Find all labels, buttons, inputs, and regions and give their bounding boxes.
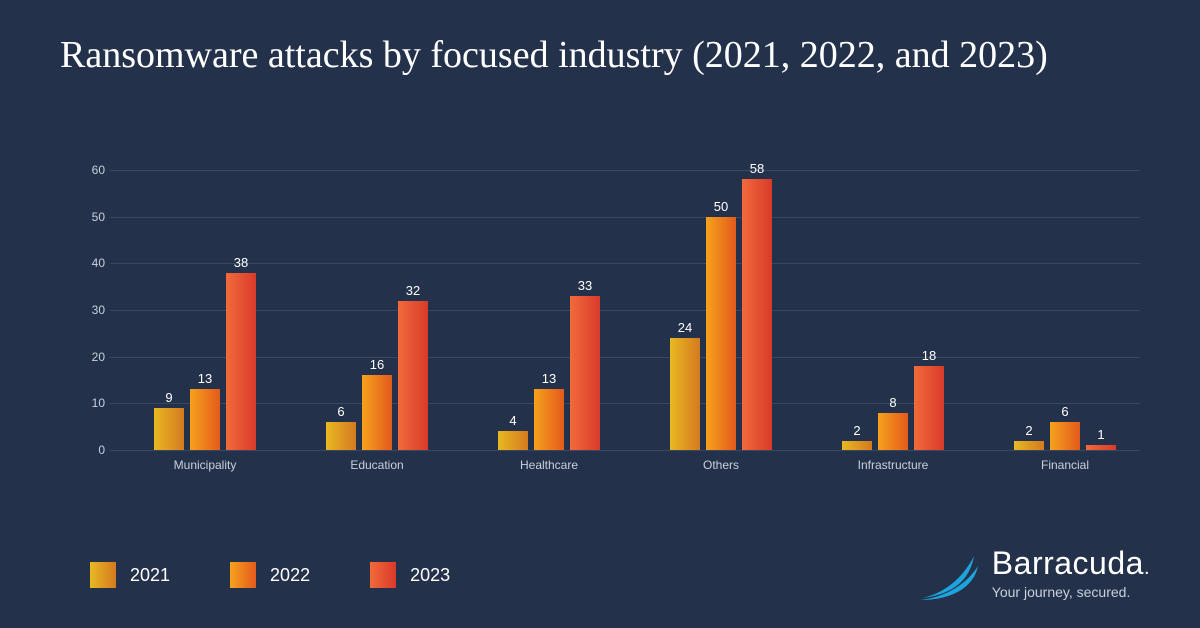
- bar-value-label: 2: [853, 423, 860, 438]
- bar-value-label: 24: [678, 320, 692, 335]
- legend-label: 2023: [410, 565, 450, 586]
- y-tick-label: 30: [80, 303, 105, 317]
- bar: 4: [498, 431, 528, 450]
- x-tick-label: Others: [703, 458, 739, 472]
- bar: 33: [570, 296, 600, 450]
- legend-swatch: [370, 562, 396, 588]
- y-tick-label: 0: [80, 443, 105, 457]
- grid-line: [110, 357, 1140, 358]
- y-tick-label: 60: [80, 163, 105, 177]
- bar-value-label: 1: [1097, 427, 1104, 442]
- legend-label: 2022: [270, 565, 310, 586]
- bar: 24: [670, 338, 700, 450]
- bar-value-label: 6: [337, 404, 344, 419]
- bar-value-label: 32: [406, 283, 420, 298]
- grid-line: [110, 217, 1140, 218]
- bar-value-label: 6: [1061, 404, 1068, 419]
- x-tick-label: Education: [350, 458, 403, 472]
- x-tick-label: Financial: [1041, 458, 1089, 472]
- bar-value-label: 33: [578, 278, 592, 293]
- y-tick-label: 40: [80, 256, 105, 270]
- bar-value-label: 2: [1025, 423, 1032, 438]
- bar-chart: 0102030405060Municipality91338Education6…: [80, 160, 1140, 480]
- x-tick-label: Healthcare: [520, 458, 578, 472]
- bar-value-label: 18: [922, 348, 936, 363]
- bar: 2: [1014, 441, 1044, 450]
- legend-item: 2021: [90, 562, 170, 588]
- grid-line: [110, 450, 1140, 451]
- bar: 13: [534, 389, 564, 450]
- legend-item: 2023: [370, 562, 450, 588]
- bar: 50: [706, 217, 736, 450]
- legend-label: 2021: [130, 565, 170, 586]
- bar: 6: [1050, 422, 1080, 450]
- bar: 8: [878, 413, 908, 450]
- bar: 2: [842, 441, 872, 450]
- y-tick-label: 10: [80, 396, 105, 410]
- brand-lockup: Barracuda. Your journey, secured.: [920, 545, 1150, 600]
- y-tick-label: 50: [80, 210, 105, 224]
- bar-value-label: 38: [234, 255, 248, 270]
- bar: 32: [398, 301, 428, 450]
- bar: 9: [154, 408, 184, 450]
- bar: 1: [1086, 445, 1116, 450]
- grid-line: [110, 170, 1140, 171]
- x-tick-label: Municipality: [174, 458, 237, 472]
- grid-line: [110, 310, 1140, 311]
- grid-line: [110, 263, 1140, 264]
- x-tick-label: Infrastructure: [858, 458, 929, 472]
- bar-value-label: 13: [198, 371, 212, 386]
- chart-title: Ransomware attacks by focused industry (…: [60, 32, 1048, 80]
- bar: 6: [326, 422, 356, 450]
- brand-name: Barracuda.: [992, 545, 1150, 582]
- legend-swatch: [90, 562, 116, 588]
- barracuda-icon: [920, 554, 980, 600]
- legend-item: 2022: [230, 562, 310, 588]
- grid-line: [110, 403, 1140, 404]
- legend-swatch: [230, 562, 256, 588]
- bar-value-label: 16: [370, 357, 384, 372]
- bar: 38: [226, 273, 256, 450]
- bar-value-label: 50: [714, 199, 728, 214]
- bar: 16: [362, 375, 392, 450]
- bar: 58: [742, 179, 772, 450]
- bar-value-label: 8: [889, 395, 896, 410]
- bar-value-label: 9: [165, 390, 172, 405]
- y-tick-label: 20: [80, 350, 105, 364]
- bar: 13: [190, 389, 220, 450]
- brand-tagline: Your journey, secured.: [992, 584, 1131, 600]
- bar-value-label: 13: [542, 371, 556, 386]
- bar-value-label: 58: [750, 161, 764, 176]
- bar: 18: [914, 366, 944, 450]
- bar-value-label: 4: [509, 413, 516, 428]
- legend: 2021 2022 2023: [90, 562, 450, 588]
